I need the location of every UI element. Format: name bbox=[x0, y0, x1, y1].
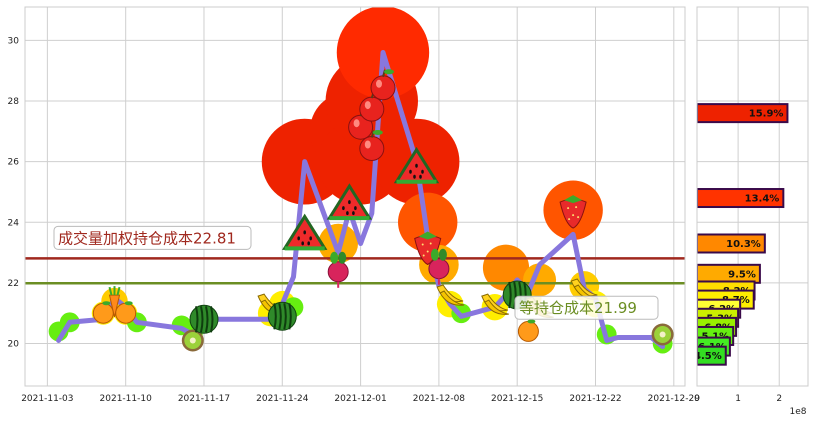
x-tick-label: 2021-11-03 bbox=[21, 394, 73, 404]
orange-icon bbox=[517, 319, 539, 342]
x-tick-label: 2021-12-01 bbox=[334, 394, 386, 404]
x-tick-label: 2021-11-24 bbox=[256, 394, 309, 404]
main-plot-frame bbox=[24, 6, 686, 387]
cost-label-box bbox=[514, 295, 659, 320]
side-axis-ticks: 0 1 2 1e8 bbox=[694, 394, 807, 417]
x-tick-label: 2021-11-17 bbox=[178, 394, 230, 404]
volume-bar bbox=[697, 233, 766, 254]
volume-bar bbox=[697, 103, 789, 124]
cost-label-box bbox=[53, 225, 252, 250]
banana-icon bbox=[481, 293, 509, 315]
x-tick-label: 2021-12-08 bbox=[413, 394, 466, 404]
strawberry-icon bbox=[559, 195, 587, 229]
kiwi-icon bbox=[651, 323, 674, 346]
radish-icon bbox=[428, 248, 450, 285]
volume-bar-label: 15.9% bbox=[749, 109, 784, 120]
volume-bar-label: 10.3% bbox=[726, 239, 761, 250]
apple-icon bbox=[359, 130, 385, 161]
apple-icon bbox=[370, 69, 396, 101]
x-tick-label: 2021-11-10 bbox=[100, 394, 153, 404]
cost-label-layer: 成交量加权持仓成本22.81 等持仓成本21.99 bbox=[53, 225, 659, 320]
volume-bar bbox=[697, 188, 785, 209]
orange-icon bbox=[92, 301, 114, 324]
x-tick-label: 2021-12-15 bbox=[491, 394, 543, 404]
cost-label: 等持仓成本21.99 bbox=[519, 299, 637, 317]
watermelon-slice-icon bbox=[281, 213, 328, 251]
fruit-layer bbox=[92, 69, 674, 352]
carrot-icon bbox=[108, 286, 121, 318]
main-axis-ticks: 2021-11-03 2021-11-10 2021-11-17 2021-11-24… bbox=[8, 36, 701, 404]
orange-icon bbox=[115, 301, 137, 324]
side-x-tick-label: 0 bbox=[694, 394, 700, 404]
cost-label: 成交量加权持仓成本22.81 bbox=[58, 229, 236, 247]
watermelon-slice-icon bbox=[393, 146, 440, 184]
volume-bar-layer: 15.9%13.4%10.3%9.5%8.2%8.7%6.2%5.3%6.8%5… bbox=[694, 103, 789, 366]
side-x-tick-label: 1 bbox=[735, 394, 741, 404]
y-tick-label: 30 bbox=[8, 36, 20, 46]
watermelon-slice-icon bbox=[326, 183, 373, 221]
kiwi-icon bbox=[181, 329, 204, 352]
volume-bar bbox=[697, 345, 727, 366]
watermelon-icon bbox=[189, 304, 219, 334]
y-tick-label: 22 bbox=[8, 279, 19, 289]
y-tick-label: 20 bbox=[8, 340, 20, 350]
volume-bar-label: 9.5% bbox=[728, 269, 756, 280]
price-line-layer bbox=[56, 50, 666, 350]
banana-icon bbox=[436, 284, 465, 306]
side-offset-label: 1e8 bbox=[790, 407, 807, 417]
y-tick-label: 24 bbox=[8, 218, 20, 228]
x-tick-label: 2021-12-29 bbox=[648, 394, 701, 404]
x-tick-label: 2021-12-22 bbox=[569, 394, 621, 404]
side-plot-frame bbox=[696, 6, 809, 387]
watermelon-icon bbox=[267, 301, 297, 331]
price-line bbox=[56, 50, 666, 350]
y-tick-label: 28 bbox=[8, 97, 20, 107]
side-x-tick-label: 2 bbox=[776, 394, 782, 404]
volume-bar-label: 13.4% bbox=[745, 194, 780, 205]
y-tick-label: 26 bbox=[8, 158, 20, 168]
radish-icon bbox=[327, 251, 349, 288]
volume-bar-label: 4.5% bbox=[694, 351, 722, 362]
